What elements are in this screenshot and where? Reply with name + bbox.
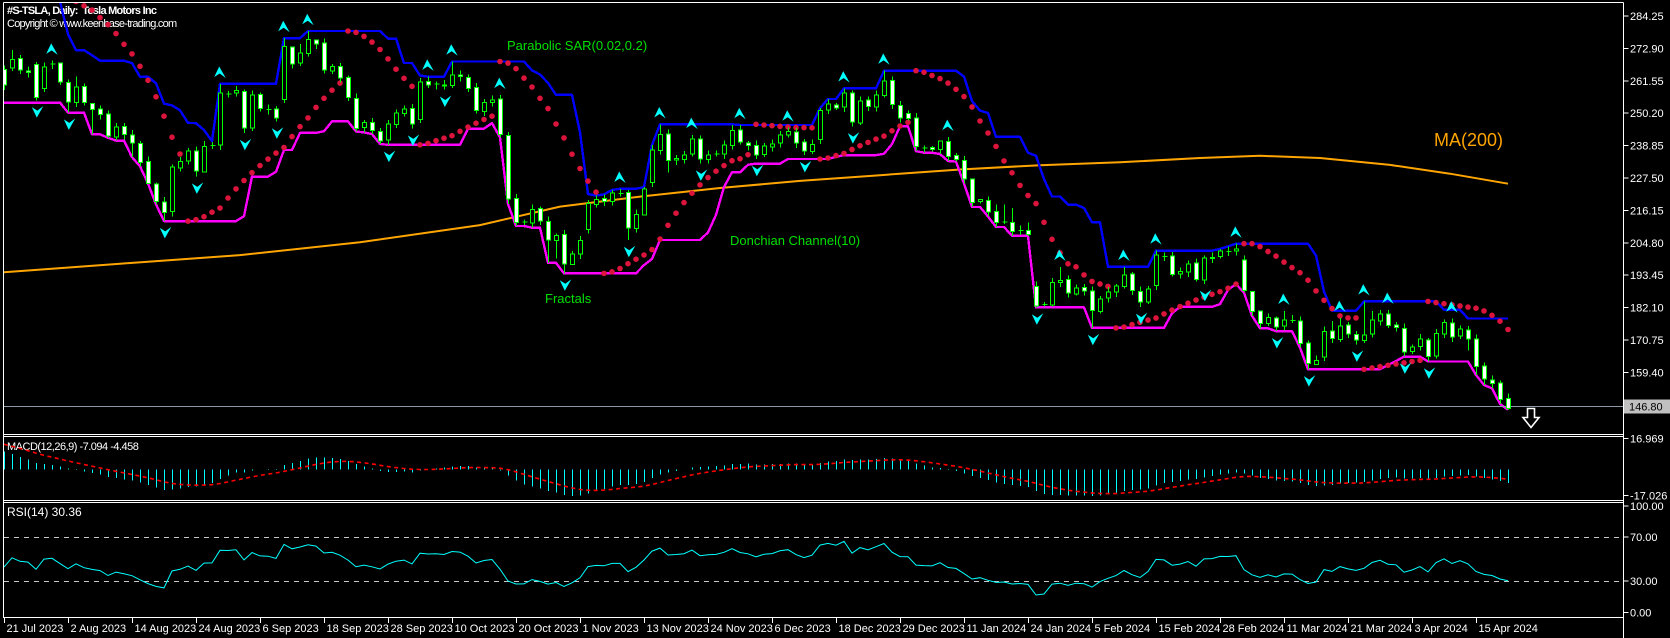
- svg-text:18 Dec 2023: 18 Dec 2023: [839, 623, 901, 635]
- svg-text:24 Nov 2023: 24 Nov 2023: [711, 623, 773, 635]
- svg-text:159.40: 159.40: [1630, 367, 1664, 379]
- svg-text:6 Dec 2023: 6 Dec 2023: [775, 623, 831, 635]
- svg-text:#S-TSLA, Daily: Tesla Motors: #S-TSLA, Daily: Tesla Motors Inc: [7, 5, 157, 17]
- svg-text:15 Apr 2024: 15 Apr 2024: [1479, 623, 1538, 635]
- svg-text:16.969: 16.969: [1630, 434, 1664, 446]
- svg-text:28 Sep 2023: 28 Sep 2023: [391, 623, 453, 635]
- svg-text:Fractals: Fractals: [545, 291, 592, 306]
- svg-text:284.25: 284.25: [1630, 11, 1664, 23]
- svg-text:24 Jan 2024: 24 Jan 2024: [1031, 623, 1092, 635]
- svg-text:6 Sep 2023: 6 Sep 2023: [263, 623, 319, 635]
- svg-text:261.55: 261.55: [1630, 76, 1664, 88]
- svg-text:204.80: 204.80: [1630, 238, 1664, 250]
- svg-text:20 Oct 2023: 20 Oct 2023: [519, 623, 579, 635]
- svg-text:29 Dec 2023: 29 Dec 2023: [903, 623, 965, 635]
- svg-text:13 Nov 2023: 13 Nov 2023: [647, 623, 709, 635]
- svg-text:3 Apr 2024: 3 Apr 2024: [1415, 623, 1468, 635]
- svg-text:100.00: 100.00: [1630, 501, 1664, 513]
- svg-text:70.00: 70.00: [1630, 532, 1658, 544]
- svg-text:18 Sep 2023: 18 Sep 2023: [327, 623, 389, 635]
- svg-text:-17.026: -17.026: [1630, 491, 1667, 503]
- svg-text:216.15: 216.15: [1630, 205, 1664, 217]
- svg-text:193.45: 193.45: [1630, 270, 1664, 282]
- svg-text:28 Feb 2024: 28 Feb 2024: [1223, 623, 1285, 635]
- svg-text:15 Feb 2024: 15 Feb 2024: [1159, 623, 1221, 635]
- svg-text:Donchian Channel(10): Donchian Channel(10): [730, 233, 860, 248]
- svg-text:5 Feb 2024: 5 Feb 2024: [1095, 623, 1151, 635]
- svg-text:250.20: 250.20: [1630, 108, 1664, 120]
- svg-text:0.00: 0.00: [1630, 608, 1651, 620]
- svg-text:1 Nov 2023: 1 Nov 2023: [583, 623, 639, 635]
- svg-text:24 Aug 2023: 24 Aug 2023: [199, 623, 261, 635]
- svg-text:238.85: 238.85: [1630, 141, 1664, 153]
- svg-text:21 Jul 2023: 21 Jul 2023: [7, 623, 64, 635]
- svg-text:10 Oct 2023: 10 Oct 2023: [455, 623, 515, 635]
- svg-text:MACD(12,26,9) -7.094 -4.458: MACD(12,26,9) -7.094 -4.458: [7, 441, 139, 453]
- svg-text:Parabolic SAR(0.02,0.2): Parabolic SAR(0.02,0.2): [507, 38, 647, 53]
- svg-text:227.50: 227.50: [1630, 173, 1664, 185]
- svg-text:2 Aug 2023: 2 Aug 2023: [71, 623, 127, 635]
- svg-text:146.80: 146.80: [1629, 402, 1663, 414]
- svg-text:Copyright © www.keenbase-tradi: Copyright © www.keenbase-trading.com: [7, 18, 177, 30]
- svg-text:RSI(14) 30.36: RSI(14) 30.36: [7, 505, 82, 519]
- svg-text:182.10: 182.10: [1630, 303, 1664, 315]
- svg-text:14 Aug 2023: 14 Aug 2023: [135, 623, 197, 635]
- svg-text:11 Jan 2024: 11 Jan 2024: [967, 623, 1027, 635]
- svg-text:170.75: 170.75: [1630, 335, 1664, 347]
- svg-text:30.00: 30.00: [1630, 576, 1658, 588]
- svg-text:21 Mar 2024: 21 Mar 2024: [1351, 623, 1413, 635]
- svg-text:11 Mar 2024: 11 Mar 2024: [1287, 623, 1348, 635]
- svg-text:MA(200): MA(200): [1434, 130, 1503, 150]
- svg-text:272.90: 272.90: [1630, 43, 1664, 55]
